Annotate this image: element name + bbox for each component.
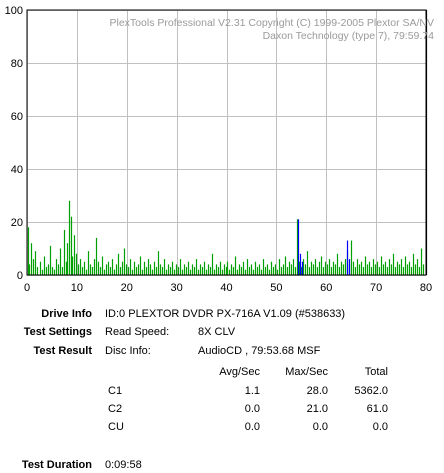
y-tick-label: 100 [5,5,23,17]
row-c2-max: 21.0 [306,403,328,415]
x-tick-label: 80 [420,282,432,294]
x-tick-label: 70 [370,282,382,294]
y-tick-label: 40 [11,164,23,176]
disc-info-value: AudioCD , 79:53.68 MSF [198,345,321,357]
test-duration-value: 0:09:58 [105,459,142,471]
header-avg-sec: Avg/Sec [219,366,260,378]
row-c1-avg: 1.1 [244,385,260,397]
plot-area [26,9,427,276]
y-tick-label: 60 [11,111,23,123]
read-speed-value: 8X CLV [198,326,236,338]
row-c1-name: C1 [108,385,123,397]
x-tick-label: 0 [24,282,30,294]
watermark-line-1: PlexTools Professional V2.31 Copyright (… [110,17,435,29]
disc-info-label: Disc Info: [105,345,151,357]
test-result-label: Test Result [33,345,92,357]
test-settings-label: Test Settings [23,326,92,338]
x-tick-label: 20 [121,282,133,294]
x-tick-label: 10 [71,282,83,294]
y-tick-label: 80 [11,58,23,70]
error-rate-chart: 0 10 20 30 40 50 60 70 80 0 20 40 60 80 100 PlexTools … [5,5,435,294]
x-tick-label: 50 [270,282,282,294]
test-duration-label: Test Duration [21,459,92,471]
chart-grid [26,9,427,276]
read-speed-label: Read Speed: [105,326,170,338]
row-c2-total: 61.0 [366,403,388,415]
drive-info-label: Drive Info [41,308,92,320]
y-tick-label: 0 [17,270,23,282]
axis-tick-labels: 0 10 20 30 40 50 60 70 80 0 20 40 60 80 100 [5,5,432,294]
row-cu-avg: 0.0 [244,421,260,433]
plot-border [26,9,427,276]
x-tick-label: 40 [220,282,232,294]
row-c1-max: 28.0 [306,385,328,397]
x-tick-label: 30 [171,282,183,294]
row-c2-avg: 0.0 [244,403,260,415]
row-cu-max: 0.0 [312,421,328,433]
row-c1-total: 5362.0 [354,385,388,397]
row-cu-name: CU [108,421,124,433]
y-tick-label: 20 [11,217,23,229]
x-tick-label: 60 [320,282,332,294]
header-total: Total [364,366,388,378]
header-max-sec: Max/Sec [285,366,328,378]
chart-bars [26,9,428,276]
drive-info-value: ID:0 PLEXTOR DVDR PX-716A V1.09 (#538633… [105,308,346,320]
row-c2-name: C2 [108,403,123,415]
watermark-line-2: Daxon Technology (type 7), 79:59.74 [263,30,435,42]
row-cu-total: 0.0 [372,421,388,433]
